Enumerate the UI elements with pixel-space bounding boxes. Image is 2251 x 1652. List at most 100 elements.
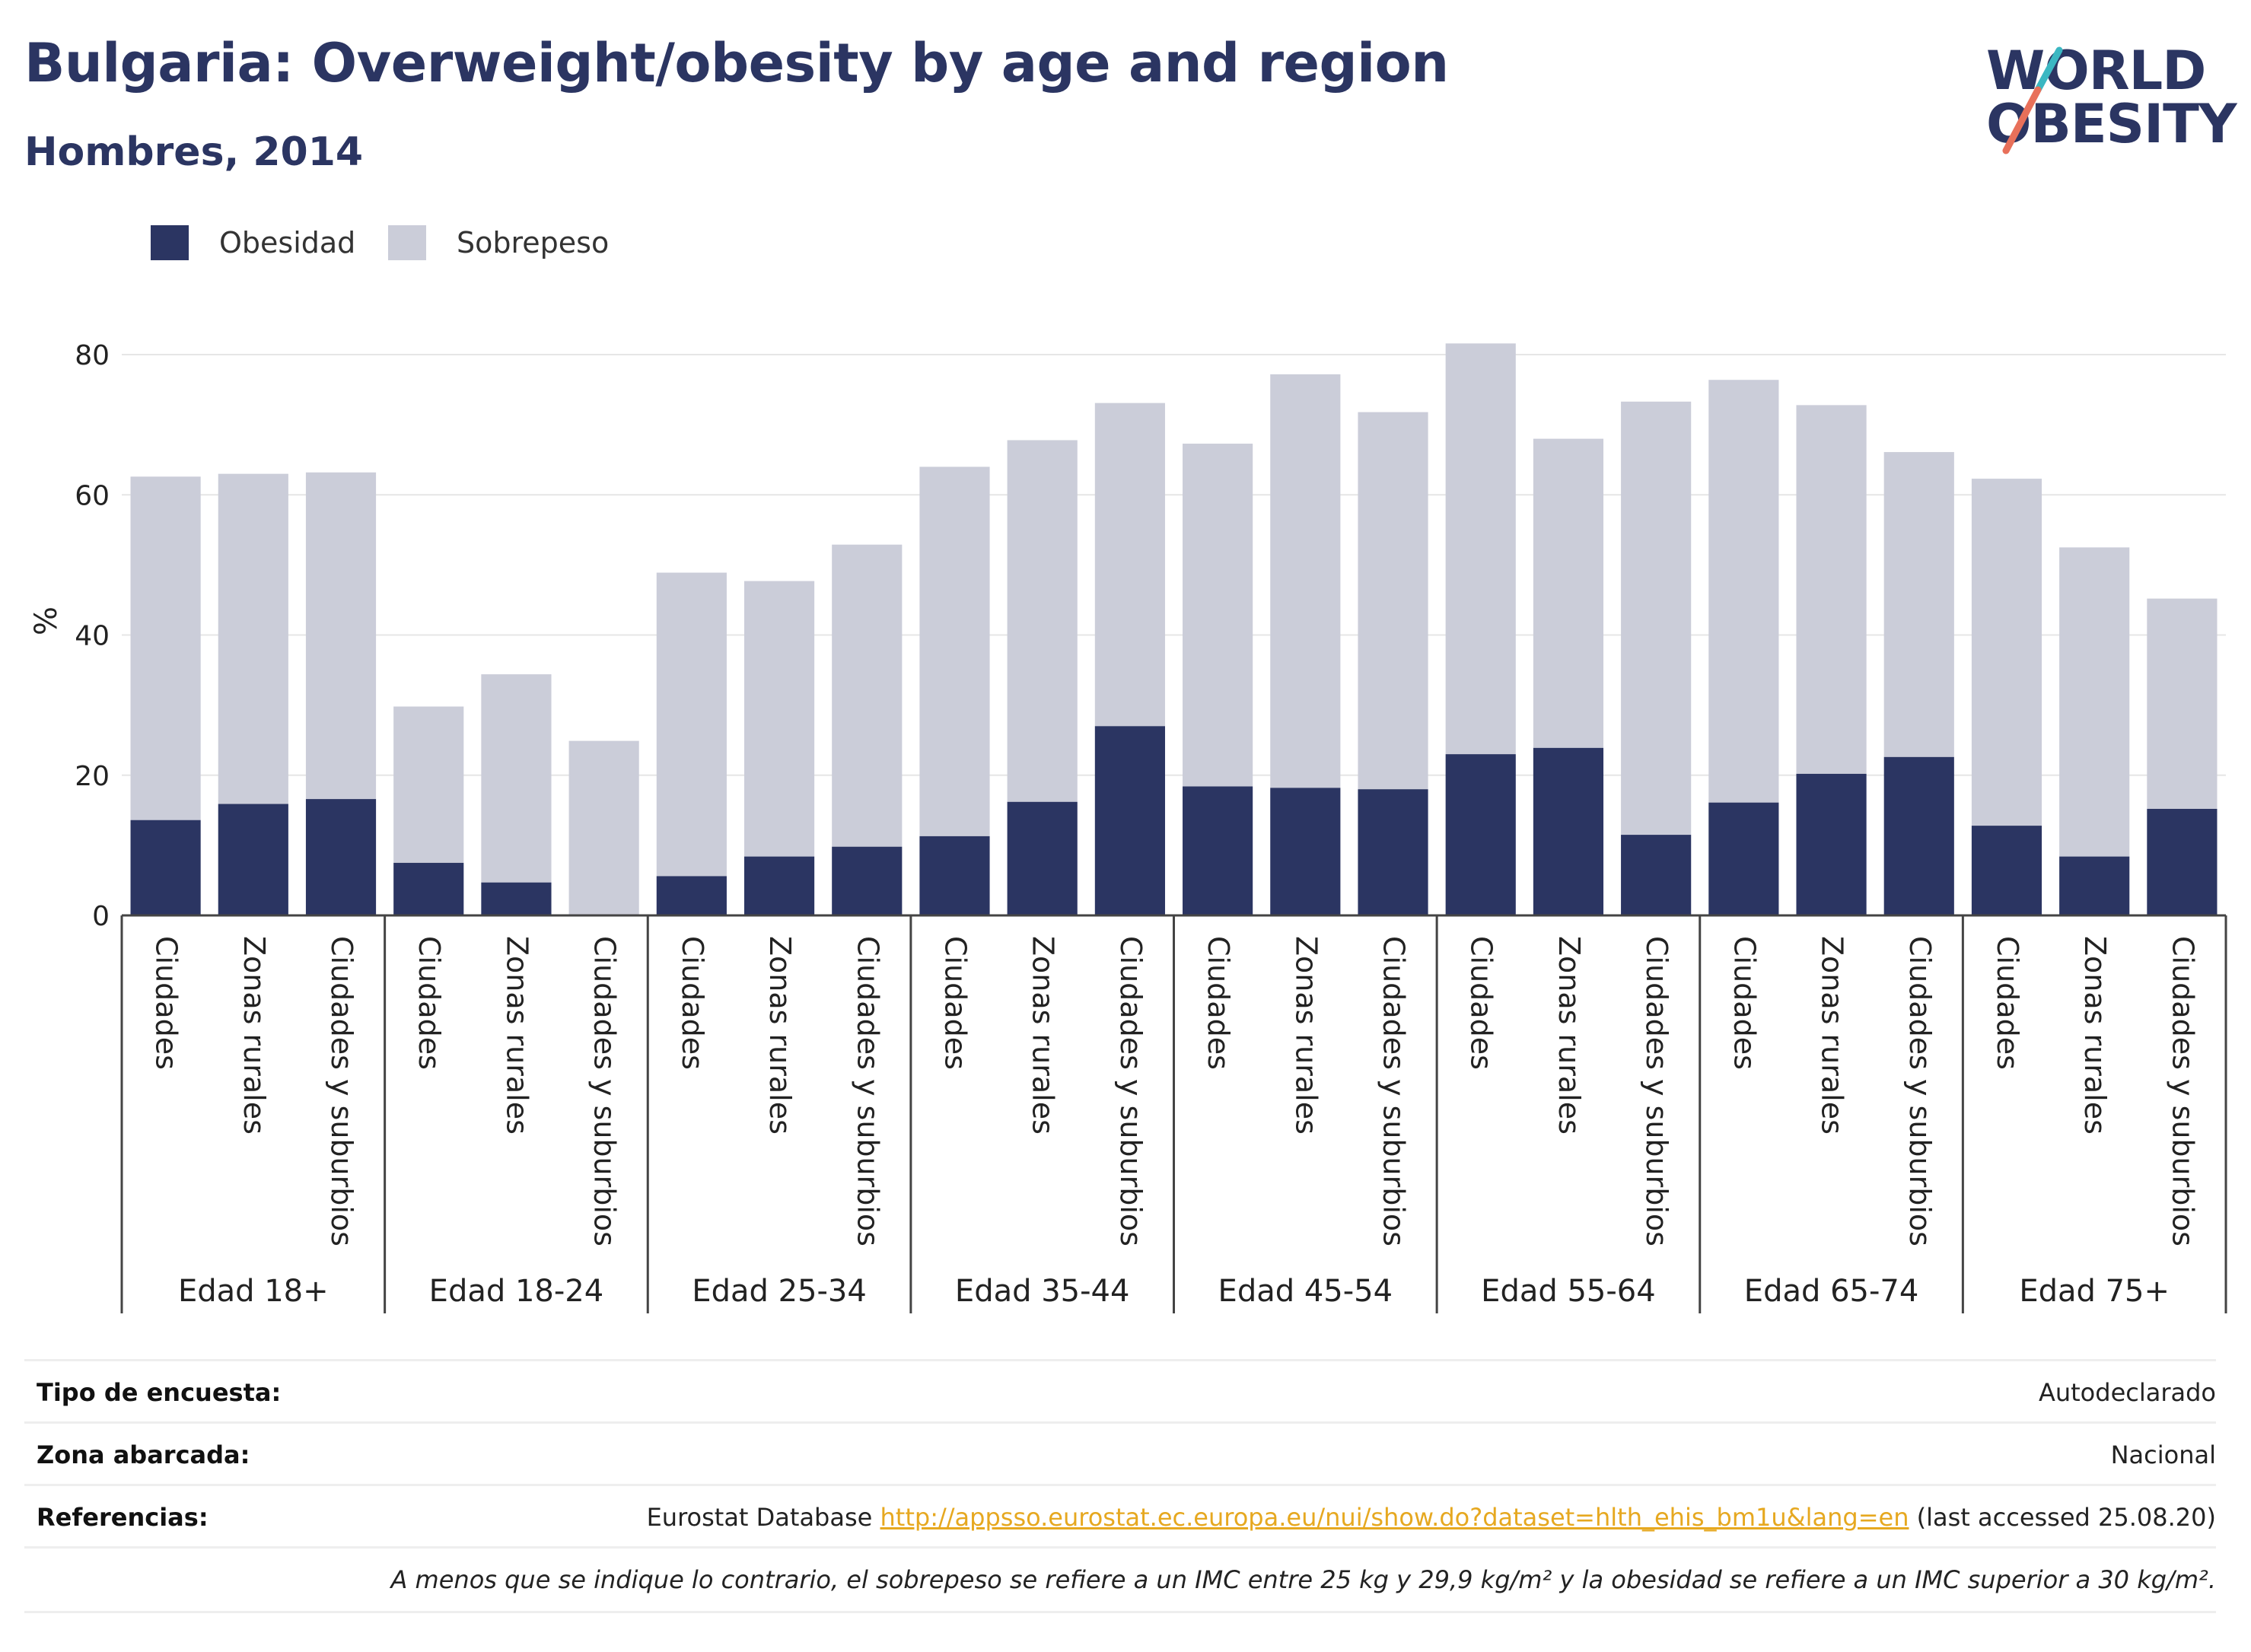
bar-obesity xyxy=(218,804,288,915)
bar-obesity xyxy=(1708,802,1779,915)
bar-overweight xyxy=(1708,380,1779,803)
bar-overweight xyxy=(393,706,464,863)
legend-swatch-overweight xyxy=(388,225,426,260)
x-group-label: Edad 75+ xyxy=(2019,1274,2170,1309)
y-axis-label: % xyxy=(29,606,64,635)
references-prefix: Eurostat Database xyxy=(646,1503,873,1532)
meta-row-note: A menos que se indique lo contrario, el … xyxy=(24,1546,2216,1613)
legend-label-obesity: Obesidad xyxy=(219,226,356,259)
bar-obesity xyxy=(1358,789,1428,915)
x-category-label: Ciudades xyxy=(150,936,183,1070)
bar-overweight xyxy=(1270,374,1341,788)
meta-row-survey: Tipo de encuesta: Autodeclarado xyxy=(24,1359,2216,1424)
x-category-label: Ciudades y suburbios xyxy=(1114,936,1148,1246)
bar-obesity xyxy=(1445,754,1516,915)
references-suffix: (last accessed 25.08.20) xyxy=(1916,1503,2216,1532)
bar-obesity xyxy=(1094,726,1165,915)
x-category-label: Zonas rurales xyxy=(2078,936,2112,1135)
x-category-label: Zonas rurales xyxy=(1552,936,1586,1135)
area-value: Nacional xyxy=(2110,1440,2216,1469)
bar-obesity xyxy=(305,799,377,915)
x-category-label: Zonas rurales xyxy=(1289,936,1323,1135)
x-category-label: Zonas rurales xyxy=(763,936,797,1135)
bar-overweight xyxy=(130,476,201,820)
references-value: Eurostat Database http://appsso.eurostat… xyxy=(647,1503,2216,1532)
y-tick-label: 20 xyxy=(75,761,110,792)
bar-obesity xyxy=(393,862,464,915)
x-category-label: Ciudades xyxy=(676,936,709,1070)
meta-row-references: Referencias: Eurostat Database http://ap… xyxy=(24,1484,2216,1549)
bar-obesity xyxy=(743,856,815,915)
logo-line-1: WORLD xyxy=(1986,40,2206,102)
bar-obesity xyxy=(1971,826,2042,915)
x-category-label: Ciudades xyxy=(938,936,972,1070)
page-title: Bulgaria: Overweight/obesity by age and … xyxy=(24,32,1449,94)
bar-overweight xyxy=(568,740,639,915)
bar-overweight xyxy=(1007,440,1078,802)
x-category-label: Zonas rurales xyxy=(237,936,271,1135)
bar-overweight xyxy=(1621,401,1692,836)
x-category-label: Ciudades y suburbios xyxy=(1640,936,1673,1246)
bar-overweight xyxy=(218,473,288,804)
y-tick-label: 60 xyxy=(75,480,110,511)
world-obesity-logo[interactable]: WORLD OBESITY xyxy=(1986,23,2237,160)
bar-obesity xyxy=(1796,773,1867,915)
bar-obesity xyxy=(656,876,727,915)
x-category-label: Ciudades xyxy=(1202,936,1235,1070)
bar-obesity xyxy=(1621,835,1692,915)
legend-item-obesity[interactable]: Obesidad xyxy=(151,225,355,260)
bar-obesity xyxy=(1183,786,1253,915)
x-category-label: Ciudades xyxy=(1991,936,2024,1070)
x-group-label: Edad 65-74 xyxy=(1744,1274,1919,1309)
y-tick-label: 40 xyxy=(75,621,110,652)
x-category-label: Ciudades y suburbios xyxy=(325,936,358,1246)
x-category-label: Zonas rurales xyxy=(1816,936,1849,1135)
bar-overweight xyxy=(832,544,903,847)
bar-overweight xyxy=(1183,444,1253,787)
x-category-label: Ciudades y suburbios xyxy=(588,936,622,1246)
x-group-label: Edad 45-54 xyxy=(1218,1274,1393,1309)
bar-overweight xyxy=(1094,403,1165,727)
meta-row-area: Zona abarcada: Nacional xyxy=(24,1421,2216,1486)
bar-obesity xyxy=(130,820,201,915)
x-category-label: Zonas rurales xyxy=(500,936,533,1135)
bar-overweight xyxy=(1445,343,1516,755)
bar-overweight xyxy=(1533,438,1604,748)
bar-overweight xyxy=(2147,598,2218,809)
x-group-label: Edad 35-44 xyxy=(955,1274,1130,1309)
bar-overweight xyxy=(481,674,552,883)
area-label: Zona abarcada: xyxy=(37,1440,250,1469)
x-category-label: Ciudades y suburbios xyxy=(2166,936,2199,1246)
bar-overweight xyxy=(305,472,377,800)
x-category-label: Ciudades xyxy=(1465,936,1498,1070)
bar-chart: 0 20 40 60 80% Ciudades Zonas rurales Ciudades … xyxy=(29,340,2227,1313)
bar-overweight xyxy=(1796,405,1867,774)
bar-overweight xyxy=(1971,479,2042,826)
references-link[interactable]: http://appsso.eurostat.ec.europa.eu/nui/… xyxy=(880,1503,1909,1532)
legend-swatch-obesity xyxy=(151,225,189,260)
references-label: Referencias: xyxy=(37,1503,209,1532)
bar-obesity xyxy=(832,846,903,915)
bar-overweight xyxy=(1358,412,1428,790)
x-category-label: Ciudades y suburbios xyxy=(1903,936,1937,1246)
page-subtitle: Hombres, 2014 xyxy=(24,129,364,175)
survey-type-label: Tipo de encuesta: xyxy=(37,1378,282,1407)
x-category-label: Ciudades xyxy=(1727,936,1761,1070)
x-category-label: Ciudades y suburbios xyxy=(851,936,884,1246)
bar-overweight xyxy=(656,572,727,877)
legend-label-overweight: Sobrepeso xyxy=(457,226,610,259)
y-tick-label: 0 xyxy=(92,901,110,932)
bar-overweight xyxy=(1883,452,1954,757)
bar-obesity xyxy=(481,882,552,915)
bar-obesity xyxy=(1007,801,1078,915)
x-group-label: Edad 18-24 xyxy=(429,1274,604,1309)
bar-obesity xyxy=(2147,808,2218,915)
y-tick-label: 80 xyxy=(75,340,110,371)
bar-obesity xyxy=(919,836,990,915)
logo-slash-icon xyxy=(2002,46,2063,154)
x-group-label: Edad 25-34 xyxy=(692,1274,867,1309)
bar-overweight xyxy=(743,581,815,857)
legend-item-overweight[interactable]: Sobrepeso xyxy=(388,225,609,260)
x-group-label: Edad 55-64 xyxy=(1481,1274,1656,1309)
bar-overweight xyxy=(2059,547,2130,857)
